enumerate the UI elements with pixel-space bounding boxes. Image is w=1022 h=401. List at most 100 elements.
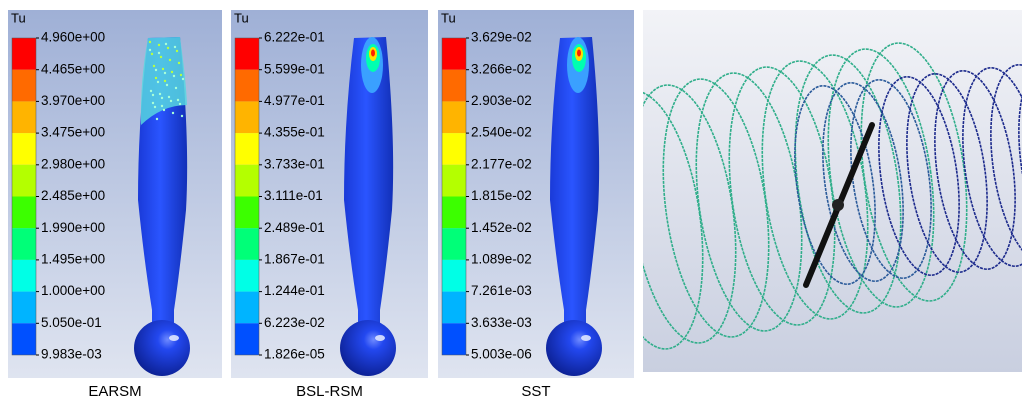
tu-speckle <box>152 102 154 104</box>
colorbar-label: 3.266e-02 <box>471 61 532 76</box>
tu-speckle <box>173 75 175 77</box>
tu-speckle <box>163 109 165 111</box>
colorbar-label: 5.599e-01 <box>264 61 325 76</box>
tu-speckle <box>168 96 170 98</box>
colorbar-label: 1.244e-01 <box>264 283 325 298</box>
colorbar-label: 3.475e+00 <box>41 125 105 140</box>
colorbar-segment <box>235 70 259 102</box>
tu-speckle <box>157 81 159 83</box>
tu-speckle <box>161 105 163 107</box>
colorbar-label: 5.003e-06 <box>471 347 532 362</box>
colorbar-label: 3.970e+00 <box>41 93 105 108</box>
tu-speckle <box>152 94 154 96</box>
tu-speckle <box>162 68 164 70</box>
colorbar-segment <box>12 38 36 70</box>
colorbar-label: 7.261e-03 <box>471 283 532 298</box>
colorbar-segment <box>235 165 259 197</box>
colorbar-segment <box>12 165 36 197</box>
colorbar-label: 1.452e-02 <box>471 220 532 235</box>
colorbar-label: 3.633e-03 <box>471 315 532 330</box>
colorbar-label: 1.495e+00 <box>41 251 105 266</box>
colorbar-segment <box>12 260 36 292</box>
colorbar-segment <box>235 323 259 355</box>
tu-speckle <box>158 44 160 46</box>
colorbar-segment <box>12 323 36 355</box>
colorbar-segment <box>442 323 466 355</box>
colorbar-label: 1.815e-02 <box>471 188 532 203</box>
colorbar-segment <box>442 70 466 102</box>
colorbar-label: 2.540e-02 <box>471 125 532 140</box>
tu-region <box>577 50 581 57</box>
colorbar-segment <box>235 228 259 260</box>
tu-speckle <box>172 112 174 114</box>
panel-caption: EARSM <box>88 383 141 400</box>
colorbar-segment <box>442 292 466 324</box>
colorbar-label: 6.222e-01 <box>264 30 325 45</box>
tu-speckle <box>155 69 157 71</box>
colorbar-label: 4.465e+00 <box>41 61 105 76</box>
tu-speckle <box>169 59 171 61</box>
hub-highlight <box>581 335 591 341</box>
contour-panel: Tu 4.960e+00 4.465e+00 3.970e+00 3.475e+00 2.… <box>8 10 222 378</box>
colorbar-segment <box>442 197 466 229</box>
tu-speckle <box>181 115 183 117</box>
tu-speckle <box>171 71 173 73</box>
colorbar-label: 2.177e-02 <box>471 156 532 171</box>
colorbar-segment <box>12 70 36 102</box>
colorbar-label: 3.629e-02 <box>471 30 532 45</box>
colorbar-label: 1.990e+00 <box>41 220 105 235</box>
tu-speckle <box>170 100 172 102</box>
colorbar-segment <box>235 38 259 70</box>
colorbar-label: 1.826e-05 <box>264 347 325 362</box>
tu-speckle <box>158 52 160 54</box>
colorbar-segment <box>235 197 259 229</box>
tu-speckle <box>182 78 184 80</box>
colorbar-segment <box>12 228 36 260</box>
tu-region <box>371 50 375 57</box>
colorbar-label: 4.355e-01 <box>264 125 325 140</box>
tu-speckle <box>179 103 181 105</box>
colorbar-segment <box>442 228 466 260</box>
figure: Tu 4.960e+00 4.465e+00 3.970e+00 3.475e+00 2.… <box>0 0 1022 401</box>
colorbar-segment <box>442 133 466 165</box>
hub-highlight <box>169 335 179 341</box>
colorbar-segment <box>442 101 466 133</box>
colorbar-label: 5.050e-01 <box>41 315 102 330</box>
tu-speckle <box>149 49 151 51</box>
colorbar-segment <box>235 292 259 324</box>
contour-panel: Tu6.222e-015.599e-014.977e-014.355e-013.… <box>231 10 428 378</box>
tu-speckle <box>165 43 167 45</box>
tu-speckle <box>180 74 182 76</box>
colorbar-label: 6.223e-02 <box>264 315 325 330</box>
quantity-label: Tu <box>11 10 26 25</box>
colorbar-label: 2.489e-01 <box>264 220 325 235</box>
tu-speckle <box>164 72 166 74</box>
colorbar-label: 1.867e-01 <box>264 251 325 266</box>
colorbar-label: 1.000e+00 <box>41 283 105 298</box>
colorbar-segment <box>12 197 36 229</box>
colorbar-label: 3.111e-01 <box>264 188 323 203</box>
tu-speckle <box>177 99 179 101</box>
tu-speckle <box>166 84 168 86</box>
tu-speckle <box>151 53 153 55</box>
colorbar-label: 3.733e-01 <box>264 156 325 171</box>
tu-speckle <box>154 106 156 108</box>
colorbar-label: 4.960e+00 <box>41 30 105 45</box>
colorbar-segment <box>12 292 36 324</box>
streamline-panel <box>582 10 1022 372</box>
colorbar-label: 2.485e+00 <box>41 188 105 203</box>
colorbar-segment <box>12 101 36 133</box>
colorbar-label: 2.980e+00 <box>41 156 105 171</box>
tu-speckle <box>178 62 180 64</box>
colorbar-segment <box>12 133 36 165</box>
hub <box>546 320 602 376</box>
panel-caption: SST <box>521 383 550 400</box>
tu-speckle <box>159 93 161 95</box>
quantity-label: Tu <box>234 10 249 25</box>
quantity-label: Tu <box>441 10 456 25</box>
colorbar-segment <box>442 260 466 292</box>
colorbar-segment <box>235 133 259 165</box>
colorbar-label: 9.983e-03 <box>41 347 102 362</box>
tu-speckle <box>156 118 158 120</box>
tu-speckle <box>150 90 152 92</box>
